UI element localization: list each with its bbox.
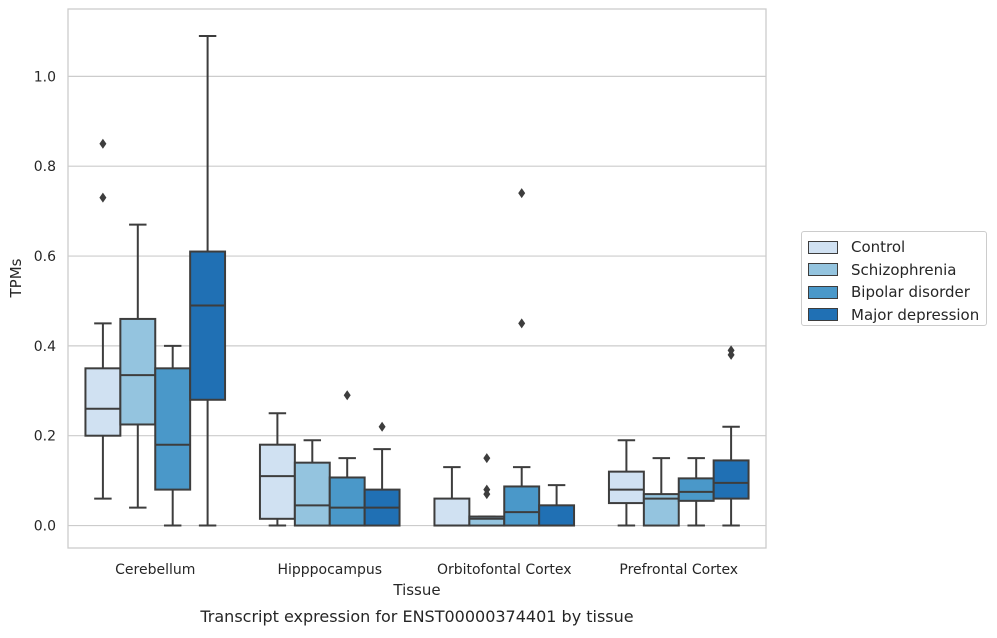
box-group [712,345,750,527]
box-group [363,421,401,527]
tick-layer: 0.0 0.2 0.4 0.6 0.8 1.0 Cerebellum Hipppocampus… [34,69,738,578]
legend-swatch [808,263,838,277]
box-group [328,390,366,527]
x-tick-label: Hipppocampus [277,562,382,578]
box [433,497,471,527]
box-group [258,412,296,527]
chart-title: Transcript expression for ENST0000037440… [199,607,633,626]
box [154,367,192,491]
outlier-point [518,318,526,329]
legend-swatch [808,308,838,322]
box-group [677,457,715,527]
legend-label: Major depression [851,305,980,324]
y-tick-label: 0.8 [34,159,56,175]
box-group [433,466,471,527]
box [293,461,331,527]
legend-item-schizophrenia: Schizophrenia [808,259,986,282]
outlier-point [99,138,107,149]
box-group [642,457,680,527]
box [607,470,645,505]
box-group [154,344,192,527]
box-layer [84,34,750,527]
y-tick-label: 0.0 [34,519,56,535]
legend-item-control: Control [808,236,986,259]
box [258,443,296,520]
box [328,476,366,527]
legend: Control Schizophrenia Bipolar disorder M… [801,231,987,326]
outlier-point [378,421,386,432]
box [84,367,122,437]
y-tick-label: 1.0 [34,69,56,85]
legend-swatch [808,240,838,254]
box [538,504,576,527]
outlier-point [727,349,735,360]
box [677,477,715,502]
box-group [189,34,227,527]
outlier-point [99,192,107,203]
legend-swatch [808,285,838,299]
y-tick-label: 0.2 [34,429,56,445]
plot-border [67,8,767,549]
box [712,459,750,500]
box [503,485,541,527]
x-tick-label: Orbitofontal Cortex [437,562,572,578]
outlier-point [343,390,351,401]
box-group [468,453,506,527]
outlier-point [483,453,491,464]
box-group [607,439,645,527]
outlier-point [518,188,526,199]
y-axis-label: TPMs [7,258,25,298]
x-tick-label: Prefrontal Cortex [619,562,738,578]
outlier-point [483,489,491,500]
x-axis-label: Tissue [392,581,440,599]
legend-item-bipolar-disorder: Bipolar disorder [808,281,986,304]
box-group [503,188,541,527]
box-group [538,484,576,527]
legend-item-major-depression: Major depression [808,304,986,327]
legend-label: Bipolar disorder [851,283,970,302]
box [189,250,227,401]
y-tick-label: 0.6 [34,249,56,265]
legend-label: Control [851,238,906,257]
box [119,317,157,426]
y-tick-label: 0.4 [34,339,56,355]
box-group [293,439,331,527]
x-tick-label: Cerebellum [115,562,195,578]
legend-label: Schizophrenia [851,260,957,279]
